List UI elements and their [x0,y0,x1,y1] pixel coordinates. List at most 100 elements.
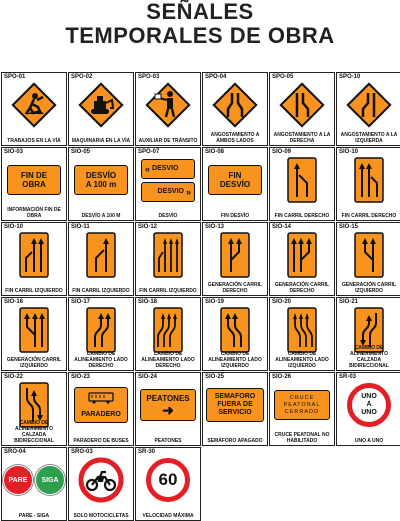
sign-cell-spo-05: SPO-05 ANGOSTAMIENTO A LA DERECHA [269,72,335,146]
sign-text: PEATONES [146,394,190,403]
sign-text: DESVIO [152,165,179,172]
sign-text: A 100 m [85,180,117,189]
sign-cell-sio-21: SIO-21 CAMBIO DE ALINEAMIENTO CALZADA BI… [336,297,400,371]
sign-caption: DESVÍO [158,213,178,219]
sign-code: SR-30 [138,449,156,455]
sign-code: SIO-05 [71,149,91,155]
sign-caption: SEMÁFORO APAGADO [207,438,263,444]
sign-cell-sio-22: SIO-22 CAMBIO DE ALINEAMIENTO CALZADA BI… [1,372,67,446]
sign-cell-sio-13: SIO-13 GENERACIÓN CARRIL DERECHO [202,222,268,296]
sign-text: PARE [8,476,28,484]
sign-text: SERVICIO [218,409,252,416]
sign-caption: FIN CARRIL IZQUIERDO [139,288,197,294]
arrow-right-icon: ➜ [162,402,174,418]
bus-stop-sign: PARADERO [69,380,133,430]
sign-code: SIO-20 [272,299,292,305]
sign-caption: CAMBIO DE ALINEAMIENTO LADO DERECHO [74,351,128,369]
page-title-line2: TEMPORALES DE OBRA [65,23,335,48]
motorcycles-only-sign-icon [69,455,133,505]
sign-caption: ANGOSTAMIENTO A AMBOS LADOS [210,132,260,144]
sign-caption: CRUCE PEATONAL NO HABILITADO [274,432,330,444]
sign-cell-sio-09: SIO-09 FIN CARRIL DERECHO [269,147,335,221]
sign-caption: GENERACIÓN CARRIL IZQUIERDO [341,282,397,294]
sign-caption: FIN CARRIL IZQUIERDO [72,288,130,294]
crossing-closed-sign: CRUCE PEATONAL CERRADO [270,380,334,430]
stop-go-paddles: PARE SIGA [2,455,66,505]
sign-cell-sio-26: SIO-26 CRUCE PEATONAL CERRADO CRUCE PEAT… [269,372,335,446]
sign-code: SIO-14 [272,224,292,230]
sign-text: FUERA DE [217,401,253,408]
sign-code: SIO-17 [71,299,91,305]
machinery-sign-icon [69,80,133,130]
sign-cell-sio-10b: SIO-10 FIN CARRIL IZQUIERDO [1,222,67,296]
sign-text: FIN [228,171,242,180]
lane-ends-right-3-sign-icon [337,155,400,205]
sign-text: DESVÍO [85,171,117,180]
sign-caption: GENERACIÓN CARRIL DERECHO [207,282,263,294]
sign-cell-sr-30: SR-30 60 VELOCIDAD MÁXIMA [135,447,201,521]
sign-code: SIO-26 [272,374,292,380]
detour-100m-sign: DESVÍO A 100 m [69,155,133,205]
stop-paddle: PARE [3,465,33,495]
sign-cell-sio-23: SIO-23 PARADERO PARADERO DE BUSES [68,372,134,446]
road-narrows-right-sign-icon [270,80,334,130]
sign-cell-spo-02: SPO-02 MAQUINARIA EN LA VÍA [68,72,134,146]
sign-code: SIO-08 [205,149,225,155]
sign-cell-sio-05: SIO-05 DESVÍO A 100 m DESVÍO A 100 M [68,147,134,221]
lane-ends-right-2-sign-icon [270,155,334,205]
sign-text: A [366,401,372,408]
lane-shift-left-2-sign-icon [203,305,267,355]
sign-text: DESVÍO [219,180,251,189]
lane-added-left-2-sign-icon [337,230,400,280]
sign-code: SIO-24 [138,374,158,380]
sign-cell-sio-08: SIO-08 FIN DESVÍO FIN DESVÍO [202,147,268,221]
sign-caption: AUXILIAR DE TRÁNSITO [138,138,198,144]
sign-text: OBRA [22,180,46,189]
sign-cell-sio-18: SIO-18 CAMBIO DE ALINEAMIENTO LADO DEREC… [135,297,201,371]
sign-code: SIO-18 [138,299,158,305]
sign-code: SIO-10 [339,149,359,155]
sign-code: SIO-03 [4,149,24,155]
traffic-light-out-sign: SEMAFORO FUERA DE SERVICIO [203,380,267,430]
sign-cell-sr-03: SR-03 UNO A UNO UNO A UNO [336,372,400,446]
page-title-line1: SEÑALES [146,0,254,24]
sign-text: SEMAFORO [214,393,256,400]
lane-ends-left-3-sign-icon [2,230,66,280]
sign-code: SIO-23 [71,374,91,380]
sign-text: PEATONAL [283,401,321,408]
sign-cell-sro-04: SRO-04 PARE SIGA PARE - SIGA [1,447,67,521]
lane-added-left-3-sign-icon [2,305,66,355]
sign-caption: CAMBIO DE ALINEAMIENTO CALZADA BIDIRECCI… [349,345,389,369]
road-narrows-left-sign-icon [337,80,400,130]
sign-text: SIGA [41,476,59,484]
sign-code: SPO-10 [339,74,361,80]
sign-code: SRO-03 [71,449,93,455]
sign-text: UNO [361,409,377,416]
detour-arrow-signs: «DESVIO DESVIO» [136,155,200,205]
sign-caption: TRABAJOS EN LA VÍA [7,138,61,144]
sign-code: SIO-12 [138,224,158,230]
sign-code: SIO-16 [4,299,24,305]
sign-cell-sio-03: SIO-03 FIN DE OBRA INFORMACIÓN FIN DE OB… [1,147,67,221]
sign-cell-sio-19: SIO-19 CAMBIO DE ALINEAMIENTO LADO IZQUI… [202,297,268,371]
sign-code: SPO-03 [138,74,160,80]
sign-cell-sio-17: SIO-17 CAMBIO DE ALINEAMIENTO LADO DEREC… [68,297,134,371]
sign-cell-spo-04: SPO-04 ANGOSTAMIENTO A AMBOS LADOS [202,72,268,146]
speed-limit-sign: 60 [136,455,200,505]
men-at-work-sign-icon [2,80,66,130]
sign-cell-spo-07: SPO-07 «DESVIO DESVIO» DESVÍO [135,147,201,221]
sign-caption: PARE - SIGA [18,513,50,519]
sign-code: SIO-19 [205,299,225,305]
sign-code: SIO-09 [272,149,292,155]
road-narrows-both-sign-icon [203,80,267,130]
end-of-work-sign: FIN DE OBRA [2,155,66,205]
lane-shift-left-3-sign-icon [270,305,334,355]
sign-caption: GENERACIÓN CARRIL DERECHO [274,282,330,294]
sign-cell-spo-01: SPO-01 TRABAJOS EN LA VÍA [1,72,67,146]
sign-caption: PARADERO DE BUSES [73,438,129,444]
sign-code: SPO-01 [4,74,26,80]
sign-caption: CAMBIO DE ALINEAMIENTO LADO DERECHO [141,351,195,369]
two-way-shift-right-sign-icon [337,305,400,355]
sign-text: CERRADO [284,408,320,415]
sign-caption: GENERACIÓN CARRIL IZQUIERDO [6,357,62,369]
